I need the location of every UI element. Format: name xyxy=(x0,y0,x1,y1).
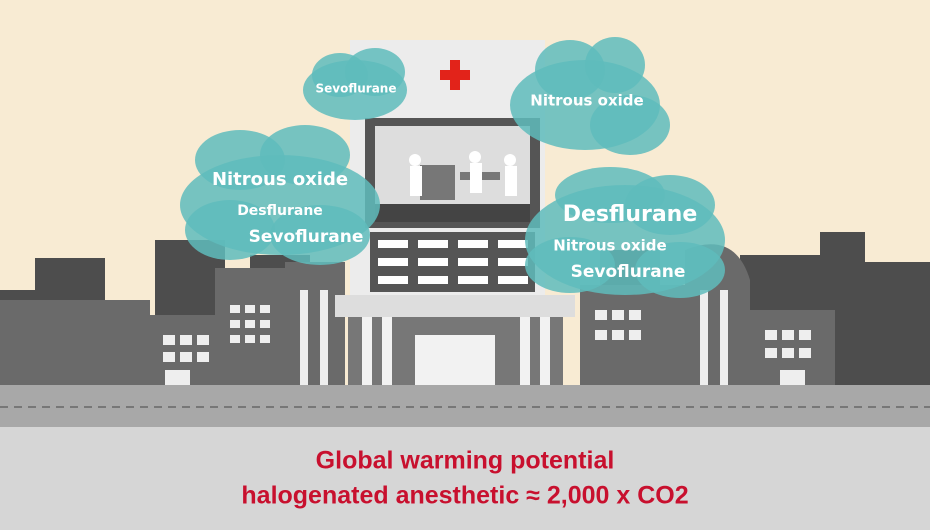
cloud-label: Sevoflurane xyxy=(316,82,397,96)
illustration: Sevoflurane Nitrous oxide Nitrous oxide … xyxy=(0,0,930,530)
caption-band xyxy=(0,427,930,530)
cloud-label: Nitrous oxide xyxy=(553,237,666,255)
caption-line: halogenated anesthetic ≈ 2,000 x CO2 xyxy=(241,482,688,510)
operating-room-floor xyxy=(375,204,530,222)
cloud-label: Desflurane xyxy=(237,203,323,219)
page: Sevoflurane Nitrous oxide Nitrous oxide … xyxy=(0,0,930,530)
cloud-label: Nitrous oxide xyxy=(530,92,643,110)
caption-line: Global warming potential xyxy=(316,447,615,475)
cloud-label: Desflurane xyxy=(563,202,698,227)
hospital-canopy xyxy=(335,295,575,317)
cloud-label: Nitrous oxide xyxy=(212,169,348,190)
cloud-label: Sevoflurane xyxy=(249,227,364,247)
cloud-label: Sevoflurane xyxy=(571,262,686,282)
